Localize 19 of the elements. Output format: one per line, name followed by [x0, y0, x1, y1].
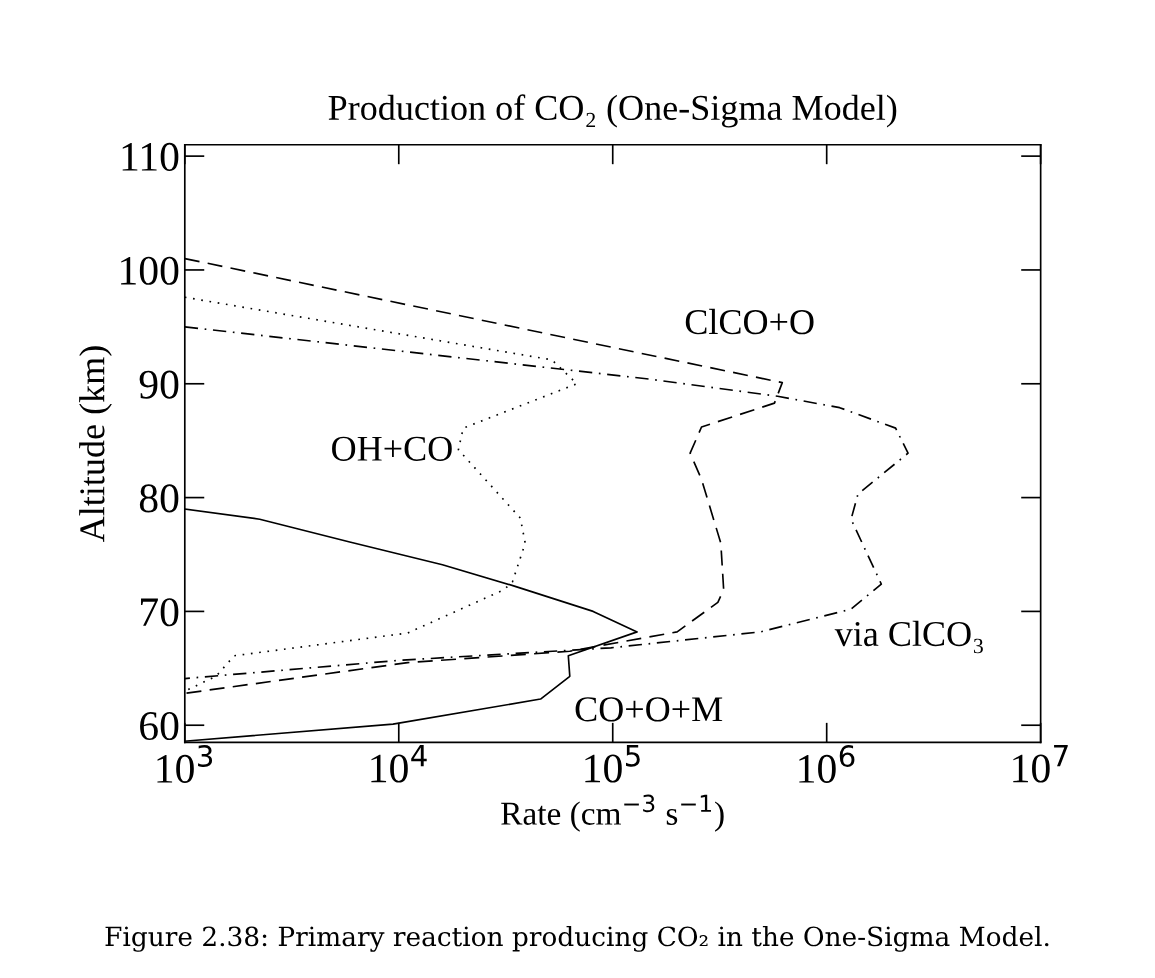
x-tick-label: 10$^{5}$	[585, 744, 640, 783]
caption: Figure 2.38: Primary reaction producing CO₂ in the One-Sigma Model.	[105, 925, 1049, 952]
y-tick-label: 70	[141, 598, 179, 627]
series-label: OH+CO	[332, 436, 452, 461]
x-tick-label: 10$^{7}$	[1013, 744, 1068, 783]
y-tick-label: 60	[140, 711, 179, 741]
x-axis-title: Rate (cm$^{−3}$ s$^{−1}$)	[501, 794, 724, 832]
y-tick-label: 80	[139, 484, 179, 513]
series-label: ClCO+O	[685, 308, 814, 335]
x-tick-label: 10$^{4}$	[371, 744, 427, 783]
chart-title: Production of CO₂ (One-Sigma Model)	[328, 94, 897, 128]
x-tick-label: 10$^{6}$	[799, 744, 855, 783]
y-axis-title: Altitude (km)	[79, 346, 112, 542]
series-label: via ClCO₃	[834, 620, 983, 654]
y-tick-label: 110	[122, 142, 179, 171]
series-label: CO+O+M	[575, 697, 723, 722]
y-tick-label: 100	[121, 256, 179, 285]
y-tick-label: 90	[139, 370, 179, 399]
x-tick-label: 10$^{3}$	[157, 744, 213, 783]
